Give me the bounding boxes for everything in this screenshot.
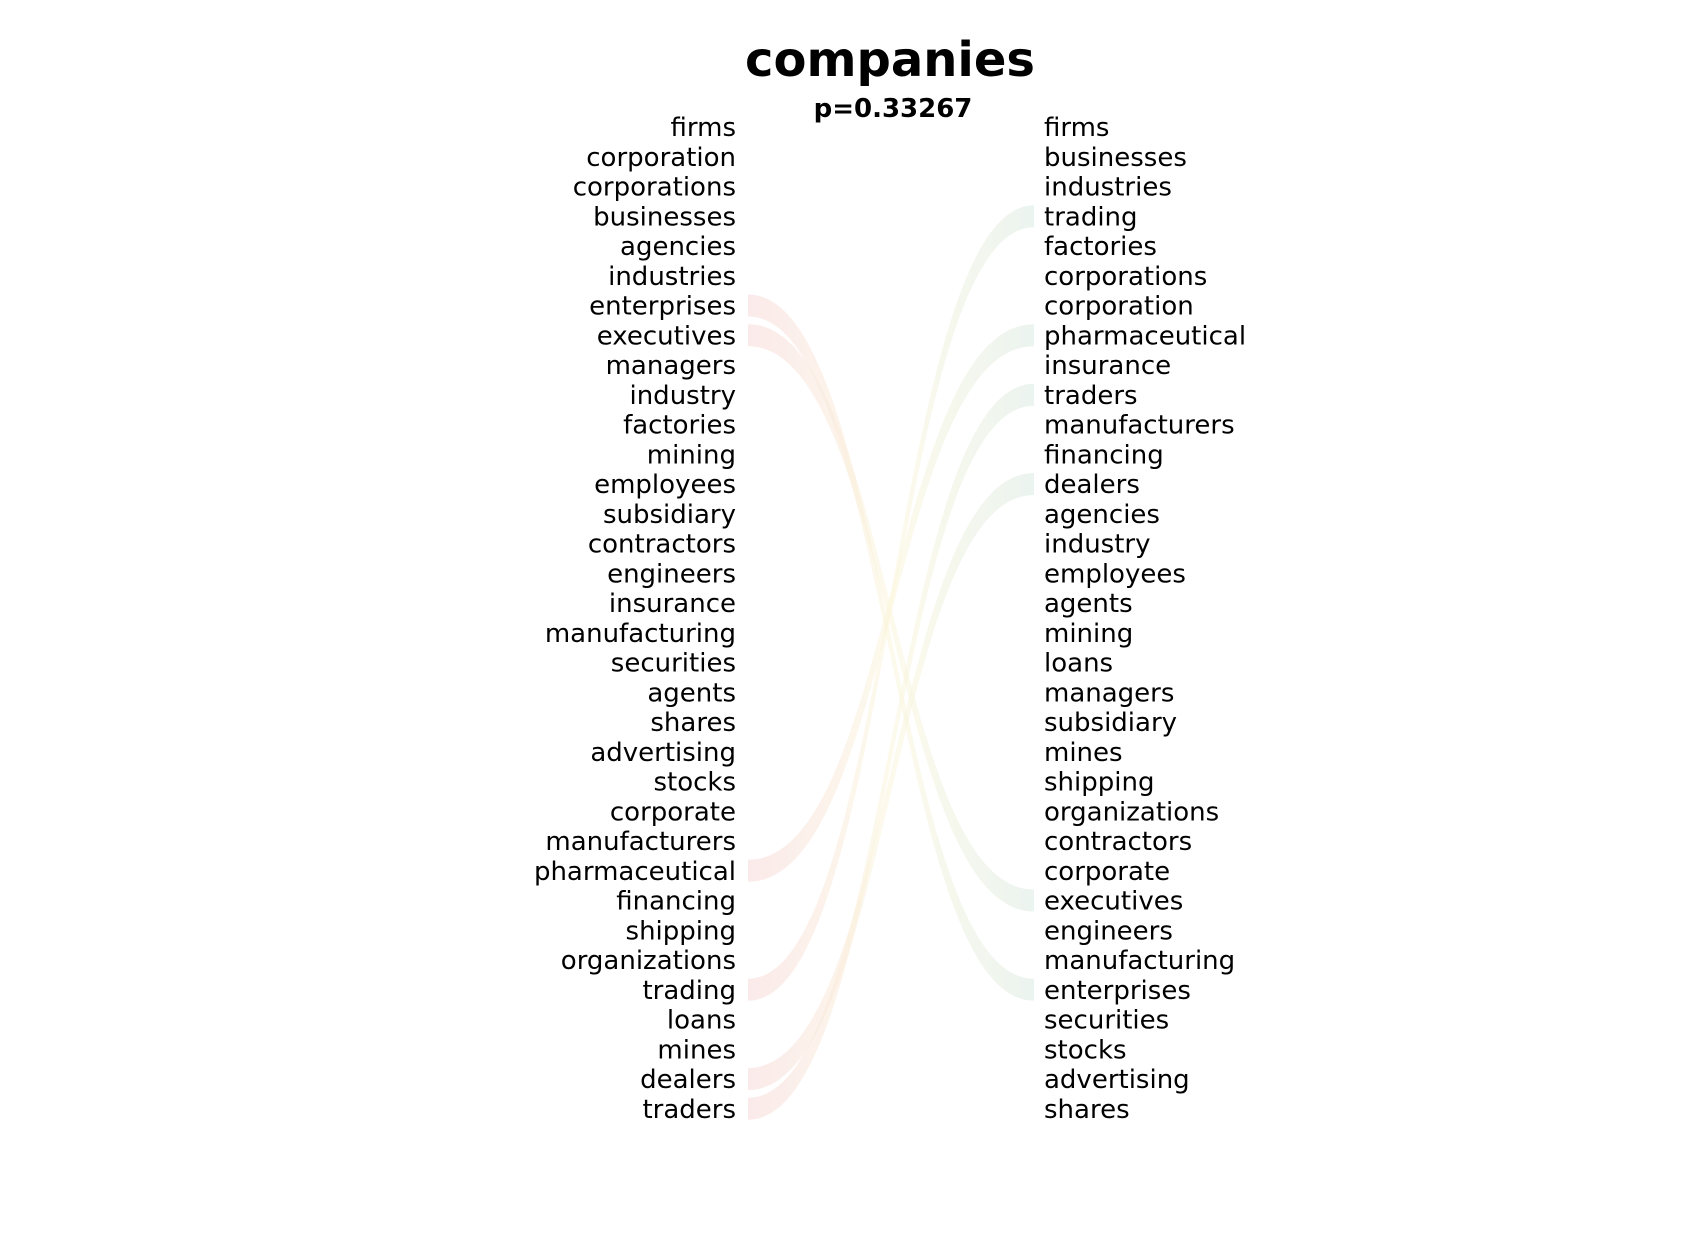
- left-rank-label: insurance: [609, 589, 736, 619]
- left-ranking-labels: firmscorporationcorporationsbusinessesag…: [534, 113, 736, 1125]
- left-rank-label: firms: [671, 113, 736, 143]
- left-rank-label: subsidiary: [603, 500, 736, 530]
- rank-links: [748, 205, 1034, 1120]
- chart-subtitle: p=0.33267: [814, 94, 973, 124]
- right-rank-label: agencies: [1044, 500, 1160, 530]
- left-rank-label: industries: [608, 262, 736, 292]
- left-rank-label: organizations: [561, 946, 736, 976]
- right-rank-label: enterprises: [1044, 976, 1191, 1006]
- left-rank-label: corporation: [586, 143, 736, 173]
- left-rank-label: mining: [647, 440, 736, 470]
- right-rank-label: businesses: [1044, 143, 1187, 173]
- rank-link-executives: [748, 324, 1034, 912]
- right-rank-label: loans: [1044, 649, 1113, 679]
- left-rank-label: loans: [667, 1006, 736, 1036]
- right-rank-label: shares: [1044, 1095, 1130, 1125]
- right-rank-label: industry: [1044, 530, 1151, 560]
- left-rank-label: stocks: [653, 768, 736, 798]
- left-rank-label: shares: [650, 708, 736, 738]
- right-rank-label: shipping: [1044, 768, 1154, 798]
- left-rank-label: enterprises: [589, 292, 736, 322]
- left-rank-label: manufacturing: [545, 619, 736, 649]
- right-rank-label: dealers: [1044, 470, 1140, 500]
- left-rank-label: trading: [642, 976, 736, 1006]
- right-rank-label: engineers: [1044, 916, 1173, 946]
- left-rank-label: contractors: [588, 530, 736, 560]
- right-rank-label: mining: [1044, 619, 1133, 649]
- right-rank-label: manufacturing: [1044, 946, 1235, 976]
- right-rank-label: pharmaceutical: [1044, 321, 1246, 351]
- right-rank-label: organizations: [1044, 797, 1219, 827]
- right-rank-label: contractors: [1044, 827, 1192, 857]
- right-rank-label: manufacturers: [1044, 411, 1235, 441]
- right-rank-label: executives: [1044, 887, 1183, 917]
- left-rank-label: engineers: [607, 559, 736, 589]
- left-rank-label: corporate: [610, 797, 736, 827]
- left-rank-label: businesses: [593, 202, 736, 232]
- left-rank-label: financing: [616, 887, 736, 917]
- right-rank-label: financing: [1044, 440, 1164, 470]
- left-rank-label: employees: [594, 470, 736, 500]
- left-rank-label: executives: [597, 321, 736, 351]
- right-rank-label: corporation: [1044, 292, 1194, 322]
- left-rank-label: manufacturers: [545, 827, 736, 857]
- left-rank-label: securities: [611, 649, 736, 679]
- left-rank-label: shipping: [626, 916, 736, 946]
- left-rank-label: pharmaceutical: [534, 857, 736, 887]
- right-rank-label: advertising: [1044, 1065, 1190, 1095]
- right-rank-label: employees: [1044, 559, 1186, 589]
- right-rank-label: industries: [1044, 173, 1172, 203]
- left-rank-label: traders: [642, 1095, 736, 1125]
- left-rank-label: managers: [606, 351, 736, 381]
- right-rank-label: factories: [1044, 232, 1157, 262]
- right-rank-label: stocks: [1044, 1035, 1127, 1065]
- left-rank-label: factories: [623, 411, 736, 441]
- right-rank-label: agents: [1044, 589, 1133, 619]
- right-rank-label: corporations: [1044, 262, 1207, 292]
- left-rank-label: agents: [647, 678, 736, 708]
- right-rank-label: firms: [1044, 113, 1109, 143]
- rank-link-dealers: [748, 473, 1034, 1090]
- left-rank-label: mines: [657, 1035, 736, 1065]
- rank-link-trading: [748, 205, 1034, 1001]
- left-rank-label: advertising: [590, 738, 736, 768]
- right-rank-label: mines: [1044, 738, 1123, 768]
- right-rank-label: securities: [1044, 1006, 1169, 1036]
- right-rank-label: corporate: [1044, 857, 1170, 887]
- left-rank-label: industry: [629, 381, 736, 411]
- right-rank-label: trading: [1044, 202, 1138, 232]
- rank-link-enterprises: [748, 294, 1034, 1001]
- right-ranking-labels: firmsbusinessesindustriestradingfactorie…: [1044, 113, 1246, 1125]
- chart-title: companies: [745, 32, 1035, 88]
- right-rank-label: managers: [1044, 678, 1174, 708]
- left-rank-label: corporations: [573, 173, 736, 203]
- left-rank-label: agencies: [620, 232, 736, 262]
- rank-link-traders: [748, 383, 1034, 1120]
- right-rank-label: traders: [1044, 381, 1138, 411]
- right-rank-label: insurance: [1044, 351, 1171, 381]
- right-rank-label: subsidiary: [1044, 708, 1177, 738]
- left-rank-label: dealers: [640, 1065, 736, 1095]
